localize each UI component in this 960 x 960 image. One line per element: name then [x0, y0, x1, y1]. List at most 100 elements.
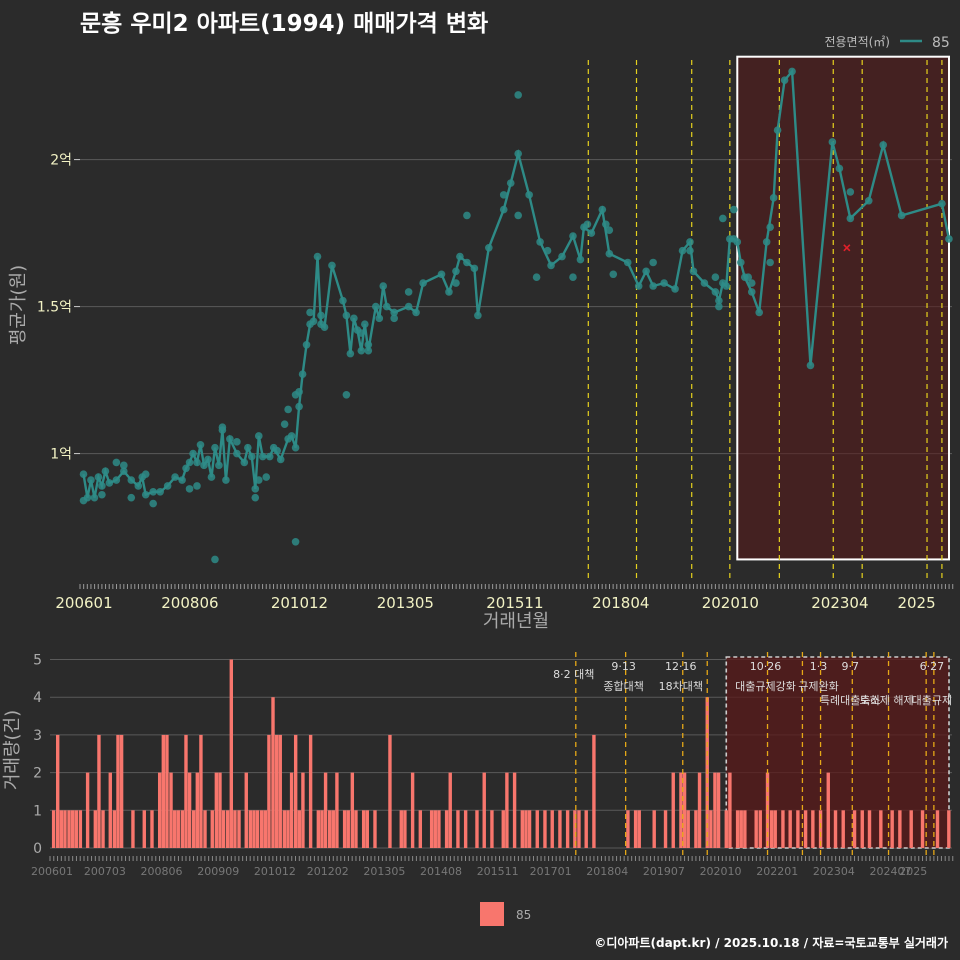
volume-bar	[108, 772, 112, 848]
volume-bar	[758, 810, 762, 848]
data-point	[193, 482, 201, 490]
volume-bar	[293, 734, 298, 848]
bar-x-tick-label: 201202	[307, 865, 349, 878]
volume-bar	[116, 734, 120, 848]
data-point	[463, 211, 471, 220]
volume-bar	[841, 810, 845, 848]
volume-bar	[788, 810, 792, 848]
volume-bar	[320, 810, 324, 848]
event-name-label: 종합대책	[603, 680, 643, 693]
volume-bar	[191, 810, 196, 848]
x-tick-label: 200601	[55, 594, 112, 612]
volume-bar	[210, 810, 214, 848]
volume-bar	[150, 810, 154, 848]
x-tick-label: 2025	[897, 594, 935, 612]
volume-bar	[826, 772, 830, 848]
data-point	[605, 226, 614, 234]
bar-y-tick-label: 5	[33, 653, 42, 669]
volume-bar	[97, 734, 101, 848]
event-date-label: 1·3	[810, 660, 828, 673]
volume-bar	[633, 810, 638, 848]
volume-bar	[331, 810, 335, 848]
volume-bar	[765, 772, 770, 848]
volume-bar	[289, 772, 294, 848]
volume-bar	[879, 810, 883, 848]
volume-bar	[671, 772, 675, 848]
volume-bar	[112, 810, 117, 848]
volume-bar	[172, 810, 177, 848]
bar-legend-swatch	[480, 902, 504, 926]
volume-bar	[739, 810, 743, 848]
volume-bar	[577, 810, 581, 848]
data-point	[149, 499, 157, 508]
data-point	[342, 390, 351, 399]
data-point	[251, 493, 260, 502]
volume-bar	[490, 810, 494, 848]
volume-bar	[501, 810, 505, 848]
volume-bar	[195, 772, 200, 848]
volume-bar	[724, 810, 728, 848]
volume-bar	[448, 772, 452, 848]
data-point	[98, 490, 106, 499]
bar-x-tick-label: 202407	[870, 865, 912, 878]
event-date-label: 9·13	[611, 660, 636, 673]
volume-bar	[169, 772, 173, 848]
volume-bar	[697, 772, 702, 848]
bar-y-axis-label: 거래량(건)	[2, 710, 23, 790]
volume-bar	[543, 810, 547, 848]
volume-bar	[728, 772, 732, 848]
cross-marker	[843, 244, 851, 252]
volume-bar	[161, 734, 166, 848]
x-tick-label: 201511	[486, 594, 543, 612]
data-point	[127, 493, 136, 502]
volume-bar	[796, 810, 800, 848]
bar-x-tick-label: 200909	[197, 865, 239, 878]
volume-bar	[316, 810, 321, 848]
bar-x-tick-label: 201804	[586, 865, 628, 878]
volume-bar	[399, 810, 403, 848]
data-point	[766, 258, 774, 267]
volume-bar	[505, 772, 509, 848]
bar-y-tick-label: 1	[33, 803, 42, 819]
volume-bar	[271, 697, 275, 848]
volume-bar	[437, 810, 441, 848]
event-name-label: 대출규제	[912, 694, 952, 707]
volume-bar	[909, 810, 913, 848]
volume-bar	[327, 810, 332, 848]
volume-bar	[811, 810, 815, 848]
data-point	[514, 91, 522, 99]
volume-bar	[418, 810, 423, 848]
data-point	[609, 270, 618, 279]
x-axis-label: 거래년월	[483, 611, 549, 632]
data-point	[514, 211, 522, 220]
data-point	[284, 405, 292, 414]
volume-bar	[214, 772, 219, 848]
volume-bar	[433, 810, 437, 848]
page-title: 문흥 우미2 아파트(1994) 매매가격 변화	[80, 11, 489, 37]
bar-x-tick-label: 2025	[899, 865, 927, 878]
volume-bar	[833, 810, 838, 848]
volume-bar	[335, 772, 339, 848]
volume-bar	[237, 810, 241, 848]
event-date-label: 8·2 대책	[553, 668, 594, 681]
volume-bar	[259, 810, 264, 848]
volume-bar	[301, 772, 305, 848]
volume-bar	[199, 734, 203, 848]
volume-bar	[342, 810, 347, 848]
credit-text: ©디아파트(dapt.kr) / 2025.10.18 / 자료=국토교통부 실…	[594, 936, 948, 950]
volume-bar	[218, 772, 222, 848]
volume-bar	[524, 810, 528, 848]
y-axis-label: 평균가(원)	[8, 265, 29, 345]
volume-bar	[852, 810, 857, 848]
volume-bar	[890, 810, 894, 848]
volume-bar	[248, 810, 253, 848]
volume-bar	[743, 810, 747, 848]
volume-bar	[308, 734, 313, 848]
bar-x-tick-label: 201408	[420, 865, 462, 878]
volume-bar	[323, 772, 328, 848]
volume-bar	[388, 734, 392, 848]
volume-bar	[361, 810, 366, 848]
volume-bar	[350, 772, 355, 848]
bar-x-tick-label: 200601	[31, 865, 73, 878]
data-point	[711, 273, 720, 281]
